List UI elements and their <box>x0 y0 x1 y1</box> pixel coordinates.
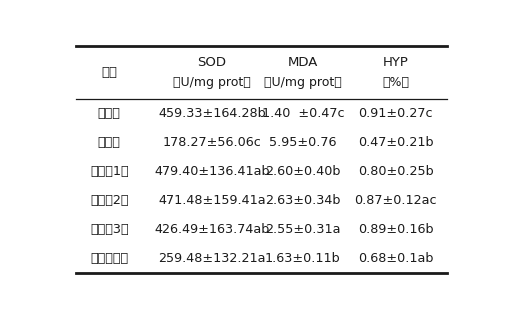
Text: 1.63±0.11b: 1.63±0.11b <box>265 252 340 264</box>
Text: 5.95±0.76: 5.95±0.76 <box>269 136 336 149</box>
Text: 阳性对照组: 阳性对照组 <box>90 252 128 264</box>
Text: MDA: MDA <box>287 56 318 69</box>
Text: 479.40±136.41ab: 479.40±136.41ab <box>154 165 269 178</box>
Text: 0.80±0.25b: 0.80±0.25b <box>357 165 433 178</box>
Text: 1.40  ±0.47c: 1.40 ±0.47c <box>261 107 344 120</box>
Text: 426.49±163.74ab: 426.49±163.74ab <box>154 223 269 236</box>
Text: 259.48±132.21a: 259.48±132.21a <box>158 252 265 264</box>
Text: SOD: SOD <box>197 56 226 69</box>
Text: 471.48±159.41a: 471.48±159.41a <box>158 194 265 207</box>
Text: 2.63±0.34b: 2.63±0.34b <box>265 194 340 207</box>
Text: （%）: （%） <box>382 76 408 89</box>
Text: 0.89±0.16b: 0.89±0.16b <box>357 223 433 236</box>
Text: （U/mg prot）: （U/mg prot） <box>173 76 250 89</box>
Text: 模型组: 模型组 <box>98 136 121 149</box>
Text: 0.87±0.12ac: 0.87±0.12ac <box>354 194 436 207</box>
Text: 0.47±0.21b: 0.47±0.21b <box>357 136 433 149</box>
Text: （U/mg prot）: （U/mg prot） <box>264 76 341 89</box>
Text: 0.68±0.1ab: 0.68±0.1ab <box>357 252 433 264</box>
Text: 实施例1组: 实施例1组 <box>90 165 128 178</box>
Text: 2.60±0.40b: 2.60±0.40b <box>265 165 340 178</box>
Text: 459.33±164.28b: 459.33±164.28b <box>158 107 265 120</box>
Text: 对照组: 对照组 <box>98 107 121 120</box>
Text: HYP: HYP <box>382 56 408 69</box>
Text: 2.55±0.31a: 2.55±0.31a <box>265 223 340 236</box>
Text: 组别: 组别 <box>101 66 117 79</box>
Text: 实施例2组: 实施例2组 <box>90 194 128 207</box>
Text: 实施例3组: 实施例3组 <box>90 223 128 236</box>
Text: 0.91±0.27c: 0.91±0.27c <box>358 107 432 120</box>
Text: 178.27±56.06c: 178.27±56.06c <box>162 136 261 149</box>
